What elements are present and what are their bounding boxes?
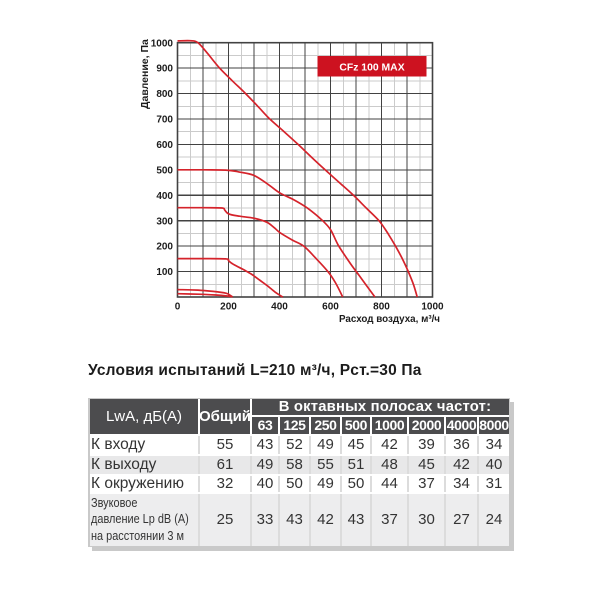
svg-text:Расход воздуха, м³/ч: Расход воздуха, м³/ч bbox=[339, 314, 440, 325]
svg-text:600: 600 bbox=[156, 140, 173, 151]
svg-text:400: 400 bbox=[271, 302, 288, 313]
svg-text:800: 800 bbox=[156, 89, 173, 100]
svg-text:700: 700 bbox=[156, 115, 173, 126]
svg-text:100: 100 bbox=[156, 267, 173, 278]
svg-text:200: 200 bbox=[156, 242, 173, 253]
svg-text:800: 800 bbox=[373, 302, 390, 313]
svg-text:Давление, Па: Давление, Па bbox=[139, 39, 151, 109]
svg-text:900: 900 bbox=[156, 64, 173, 75]
svg-text:400: 400 bbox=[156, 191, 173, 202]
svg-text:1000: 1000 bbox=[421, 302, 444, 313]
svg-text:CFz 100 MAX: CFz 100 MAX bbox=[339, 63, 404, 74]
svg-text:300: 300 bbox=[156, 216, 173, 227]
svg-text:0: 0 bbox=[175, 302, 181, 313]
svg-text:600: 600 bbox=[322, 302, 339, 313]
svg-text:200: 200 bbox=[220, 302, 237, 313]
svg-text:1000: 1000 bbox=[151, 38, 174, 49]
svg-text:500: 500 bbox=[156, 165, 173, 176]
